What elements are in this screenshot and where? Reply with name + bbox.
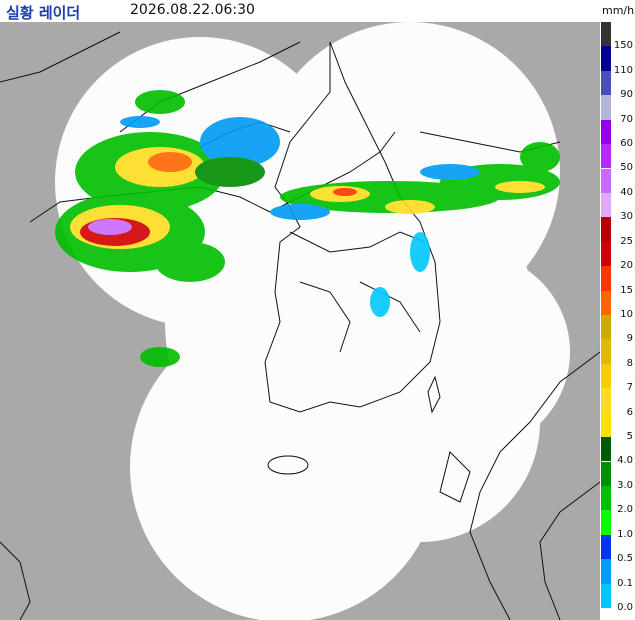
legend-swatch: [601, 315, 611, 340]
legend-item: 2.0: [600, 485, 635, 515]
legend-swatch: [601, 119, 611, 145]
unit: mm/h: [602, 4, 635, 17]
legend-item: 0.5: [600, 534, 635, 564]
legend-label: 40: [620, 186, 633, 198]
precipitation: [55, 90, 560, 367]
legend-label: 0.5: [617, 553, 633, 565]
legend-swatch: [601, 363, 611, 389]
legend-swatch: [601, 559, 611, 584]
legend-item: 60: [600, 119, 635, 149]
legend: 150 110 90 70 60 50 40 30 25 20 15 10 9 8 7 6 5 4.0 3.0 2.0…: [600, 22, 635, 613]
legend-swatch: [601, 22, 611, 47]
legend-item: 4.0: [600, 437, 635, 466]
legend-swatch: [601, 437, 611, 462]
legend-swatch: [601, 485, 611, 511]
legend-label: 50: [620, 162, 633, 174]
legend-item: 9: [600, 315, 635, 344]
legend-label: 1.0: [617, 528, 633, 540]
legend-label: 10: [620, 308, 633, 320]
legend-item: 15: [600, 266, 635, 296]
legend-item: 90: [600, 70, 635, 100]
legend-swatch: [601, 241, 611, 267]
legend-label: 15: [620, 284, 633, 296]
legend-swatch: [601, 95, 611, 120]
legend-label: 0.0: [617, 601, 633, 613]
legend-swatch: [601, 266, 611, 291]
legend-swatch: [601, 412, 611, 438]
legend-item: 20: [600, 241, 635, 271]
legend-swatch: [601, 192, 611, 218]
legend-item: 150: [600, 22, 635, 51]
legend-label: 90: [620, 89, 633, 101]
legend-item: 3.0: [600, 461, 635, 491]
legend-item: 8: [600, 339, 635, 369]
legend-label: 70: [620, 113, 633, 125]
legend-label: 110: [613, 64, 633, 76]
legend-item: 10: [600, 290, 635, 320]
legend-item: 7: [600, 363, 635, 393]
legend-swatch: [601, 510, 611, 535]
legend-label: 2.0: [617, 504, 633, 516]
legend-item: 70: [600, 95, 635, 125]
legend-swatch: [601, 70, 611, 96]
legend-label: 60: [620, 138, 633, 150]
legend-label: 20: [620, 260, 633, 272]
legend-item: 25: [600, 217, 635, 247]
legend-swatch: [601, 339, 611, 364]
legend-item: 110: [600, 46, 635, 76]
legend-item: 50: [600, 144, 635, 173]
legend-swatch: [601, 583, 611, 608]
radar-map: [0, 22, 600, 620]
legend-label: 8: [626, 357, 633, 369]
coverage: [55, 22, 570, 620]
legend-label: 4.0: [617, 455, 633, 467]
legend-item: 5: [600, 412, 635, 442]
legend-label: 25: [620, 235, 633, 247]
legend-swatch: [601, 461, 611, 486]
legend-label: 150: [613, 40, 633, 52]
legend-swatch: [601, 217, 611, 242]
legend-swatch: [601, 46, 611, 71]
header: 실황 레이더 2026.08.22.06:30: [0, 0, 600, 22]
legend-item: 40: [600, 168, 635, 198]
legend-label: 6: [626, 406, 633, 418]
legend-swatch: [601, 534, 611, 560]
legend-label: 7: [626, 382, 633, 394]
legend-item: 6: [600, 388, 635, 418]
legend-label: 5: [626, 431, 633, 443]
legend-swatch: [601, 290, 611, 315]
legend-label: 0.1: [617, 577, 633, 589]
legend-swatch: [601, 388, 611, 413]
legend-swatch: [601, 144, 611, 169]
legend-label: 3.0: [617, 479, 633, 491]
legend-label: 30: [620, 211, 633, 223]
legend-label: 9: [626, 333, 633, 345]
legend-item: 30: [600, 192, 635, 222]
title: 실황 레이더: [6, 4, 81, 22]
legend-swatch: [601, 168, 611, 193]
legend-item: 0.1: [600, 559, 635, 589]
legend-item: 1.0: [600, 510, 635, 540]
legend-item: 0.0: [600, 583, 635, 613]
timestamp: 2026.08.22.06:30: [130, 2, 255, 18]
